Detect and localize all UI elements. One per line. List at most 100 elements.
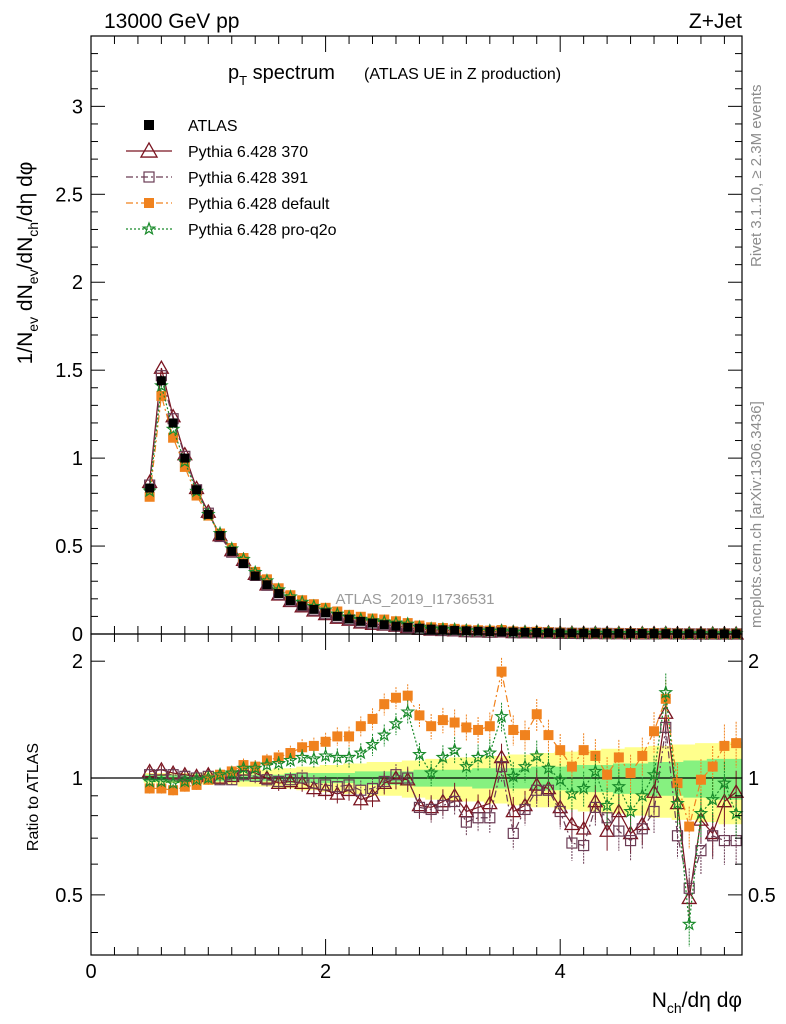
ratio-point (259, 757, 275, 772)
legend-marker (144, 120, 154, 130)
ratio-point (366, 782, 379, 795)
ratio-point (270, 774, 287, 789)
y-tick-label: 1.5 (55, 360, 83, 382)
ratio-point (507, 827, 519, 840)
ratio-point (625, 768, 636, 779)
ratio-point (566, 761, 577, 772)
main-point (367, 613, 378, 624)
ratio-point (449, 795, 461, 808)
ratio-point (517, 758, 533, 773)
y-tick-label: 2.5 (55, 184, 83, 206)
ratio-point (400, 704, 416, 719)
ratio-point (168, 785, 179, 796)
ratio-point (355, 721, 366, 732)
main-point (273, 583, 284, 594)
ratio-point (142, 773, 157, 788)
ratio-point (461, 722, 472, 733)
ratio-point (693, 805, 709, 820)
ratio-tick-label-right: 1 (748, 768, 759, 790)
ratio-point (578, 839, 590, 852)
ratio-point (646, 766, 662, 781)
main-point (261, 574, 272, 585)
ratio-point (731, 738, 742, 749)
chart-subtitle: (ATLAS UE in Z production) (364, 66, 561, 83)
data-point (426, 624, 436, 634)
header-right: Z+Jet (689, 10, 742, 33)
ratio-point (505, 768, 521, 783)
legend-marker (139, 141, 159, 158)
main-point (390, 616, 401, 627)
plot-frames: 0 0.5 1 1.5 2 2.5 3 0.5 0.5 1 1 2 2 0 2 4 (55, 35, 776, 983)
y-tick-label: 1 (72, 448, 83, 470)
legend-label: Pythia 6.428 370 (188, 144, 308, 161)
ratio-point (306, 751, 322, 766)
ratio-point (566, 837, 578, 849)
ratio-point (390, 692, 401, 703)
ratio-point (681, 916, 697, 931)
ratio-point (611, 778, 627, 793)
ratio-point (683, 882, 695, 894)
main-point (168, 432, 179, 443)
ratio-tick-label-right: 0.5 (748, 885, 776, 907)
ratio-point (484, 812, 496, 824)
legend-entry-2: Pythia 6.428 391 (126, 170, 308, 187)
ratio-point (658, 684, 674, 699)
main-point (297, 595, 308, 606)
legend-entry-4: Pythia 6.428 pro-q2o (126, 221, 337, 239)
ratio-point (435, 749, 451, 764)
data-point (309, 604, 319, 614)
data-point (238, 559, 248, 569)
ratio-point (564, 786, 580, 801)
ratio-tick-label-left: 2 (72, 651, 83, 673)
data-point (368, 618, 378, 628)
ratio-point (191, 779, 202, 790)
data-point (215, 531, 225, 541)
ratio-point (460, 816, 472, 828)
ratio-point (332, 731, 343, 742)
ratio-point (425, 803, 437, 816)
ratio-point (365, 736, 380, 751)
ratio-point (426, 721, 437, 732)
ratio-point (390, 769, 402, 781)
y-tick-label: 3 (72, 96, 83, 118)
ratio-point (649, 726, 660, 737)
legend-entry-0: ATLAS (144, 118, 238, 135)
ratio-point (144, 783, 155, 794)
ratio-point (402, 690, 413, 701)
ratio-point (329, 785, 346, 800)
legend-label: ATLAS (188, 118, 238, 135)
ratio-point (376, 774, 393, 789)
ratio-point (719, 740, 730, 751)
main-point (355, 611, 366, 622)
ratio-point (508, 724, 519, 735)
ratio-point (718, 834, 731, 847)
ratio-point (484, 721, 495, 732)
ratio-point (542, 784, 555, 796)
ratio-point (602, 769, 613, 780)
ratio-point (624, 834, 637, 847)
ratio-point (520, 730, 530, 741)
header-left: 13000 GeV pp (104, 10, 239, 33)
ratio-point (156, 783, 167, 794)
ratio-point (414, 710, 425, 721)
legend-entry-3: Pythia 6.428 default (126, 196, 330, 213)
ratio-point (388, 716, 404, 730)
data-point (192, 485, 202, 495)
ratio-point (236, 760, 251, 775)
ratio-point (379, 699, 390, 710)
data-point (297, 601, 307, 611)
x-tick-label: 4 (555, 961, 566, 983)
legend-label: Pythia 6.428 391 (188, 170, 308, 187)
ratio-point (297, 742, 308, 753)
ratio-point (423, 765, 439, 780)
ratio-point (344, 731, 355, 742)
ratio-point (413, 801, 426, 814)
ratio-tick-label-left: 0.5 (55, 885, 83, 907)
ratio-point (165, 775, 181, 790)
main-point (308, 599, 319, 610)
ratio-point (376, 727, 392, 742)
ratio-point (541, 760, 556, 775)
ratio-point (648, 805, 660, 818)
main-point (179, 461, 190, 472)
ratio-y-axis-label: Ratio to ATLAS (25, 743, 42, 851)
